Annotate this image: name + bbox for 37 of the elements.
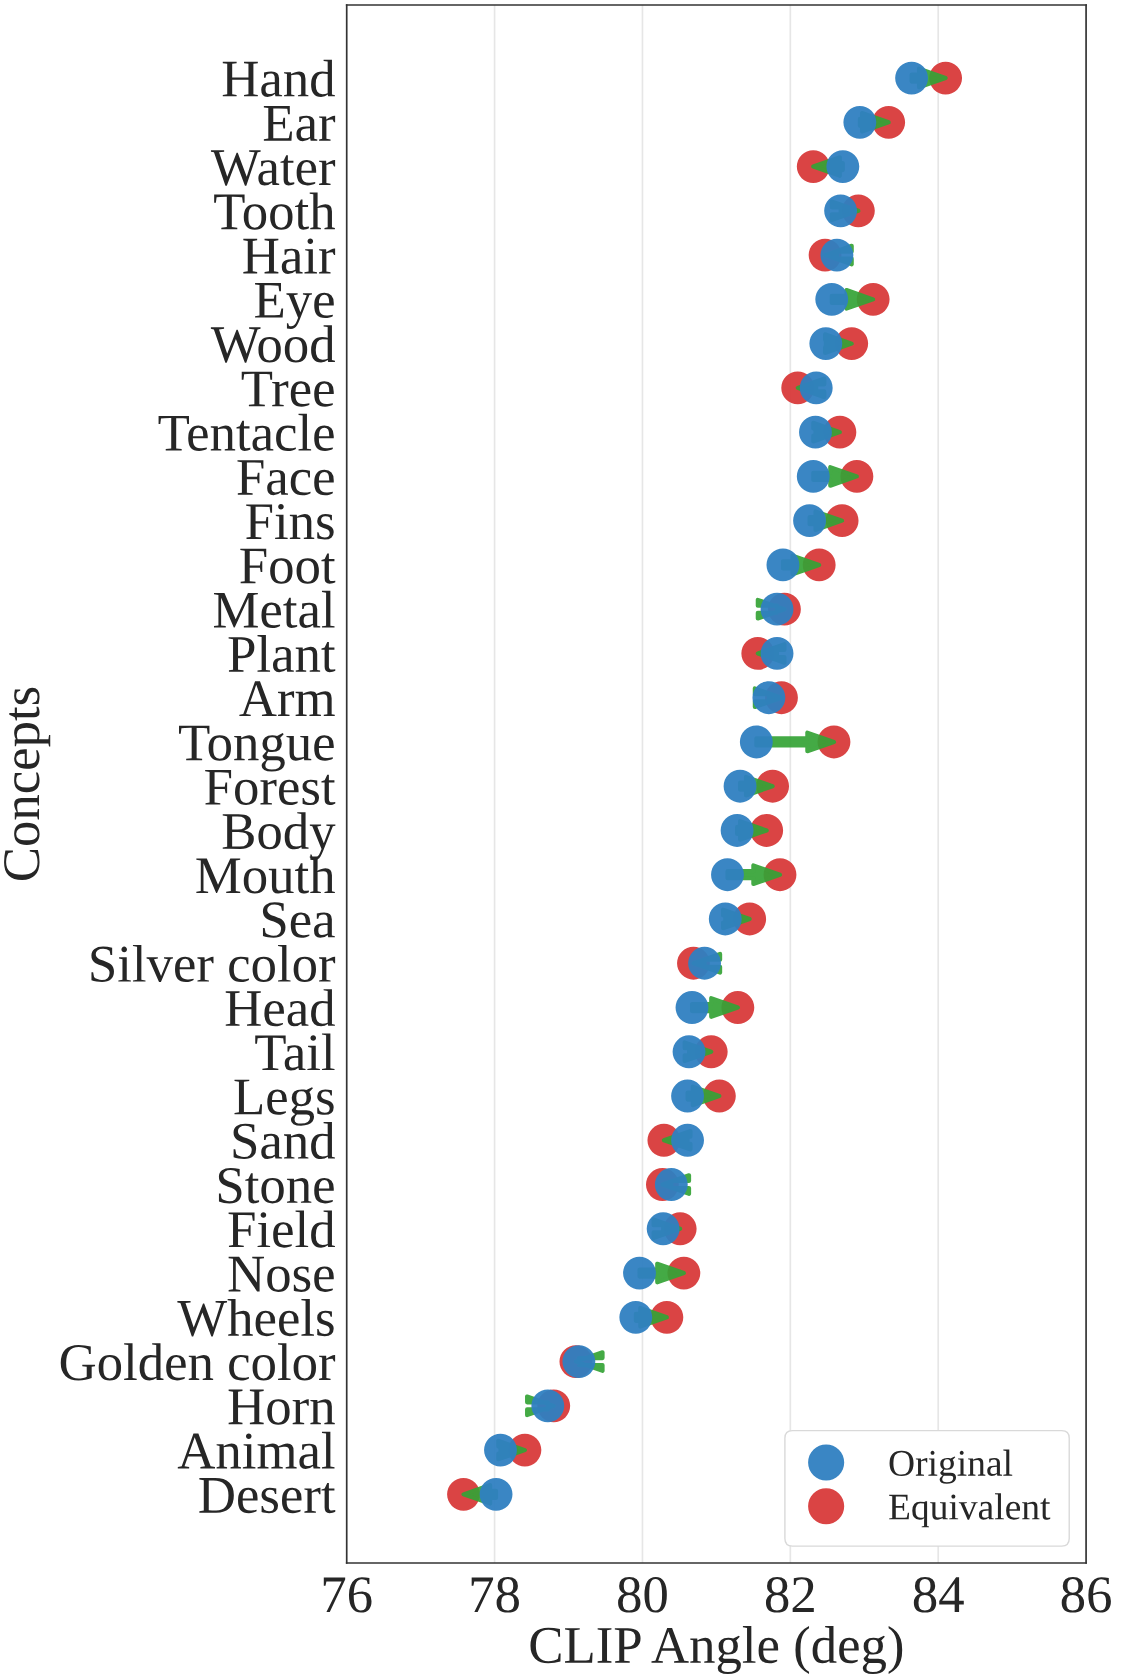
y-tick-label: Forest bbox=[205, 769, 336, 806]
y-tick-label: Tongue bbox=[179, 725, 334, 772]
y-tick-label: Tail bbox=[255, 1033, 335, 1071]
y-tick-label: Stone bbox=[218, 1167, 334, 1204]
y-tick-label: Animal bbox=[177, 1431, 335, 1469]
y-tick-label: Horn bbox=[228, 1389, 335, 1425]
y-tick-label: Desert bbox=[199, 1478, 336, 1514]
x-tick-label: 76 bbox=[323, 1577, 372, 1613]
y-tick-label: Ear bbox=[263, 106, 336, 142]
y-tick-label: Head bbox=[225, 989, 335, 1027]
legend-label: Equivalent bbox=[889, 1493, 1051, 1528]
y-tick-label: Silver color bbox=[91, 944, 336, 983]
y-tick-label: Hand bbox=[222, 59, 335, 97]
y-tick-label: Wheels bbox=[177, 1299, 334, 1337]
y-tick-label: Tree bbox=[241, 371, 334, 407]
y-tick-label: Arm bbox=[239, 681, 335, 716]
x-tick-label: 78 bbox=[471, 1576, 519, 1613]
x-tick-label: 82 bbox=[765, 1576, 814, 1613]
legend-label: Original bbox=[889, 1449, 1013, 1484]
y-tick-label: Fins bbox=[246, 504, 334, 540]
y-tick-label: Water bbox=[210, 150, 336, 186]
x-tick-label: 80 bbox=[618, 1576, 667, 1613]
y-tick-label: Nose bbox=[228, 1256, 334, 1292]
y-axis-title: Concepts bbox=[4, 687, 51, 881]
y-tick-label: Tentacle bbox=[158, 413, 334, 451]
y-tick-label: Face bbox=[237, 460, 334, 496]
y-tick-label: Foot bbox=[240, 548, 336, 584]
y-tick-label: Hair bbox=[243, 238, 336, 274]
x-tick-label: 86 bbox=[1061, 1576, 1111, 1613]
y-tick-label: Tooth bbox=[214, 192, 335, 230]
y-tick-label: Field bbox=[228, 1210, 335, 1248]
y-tick-label: Golden color bbox=[60, 1343, 336, 1381]
y-tick-label: Plant bbox=[228, 635, 336, 673]
y-tick-label: Metal bbox=[213, 590, 335, 628]
x-axis-title: CLIP Angle (deg) bbox=[530, 1626, 903, 1675]
y-tick-label: Sea bbox=[262, 902, 335, 938]
x-tick-label: 84 bbox=[913, 1576, 964, 1613]
